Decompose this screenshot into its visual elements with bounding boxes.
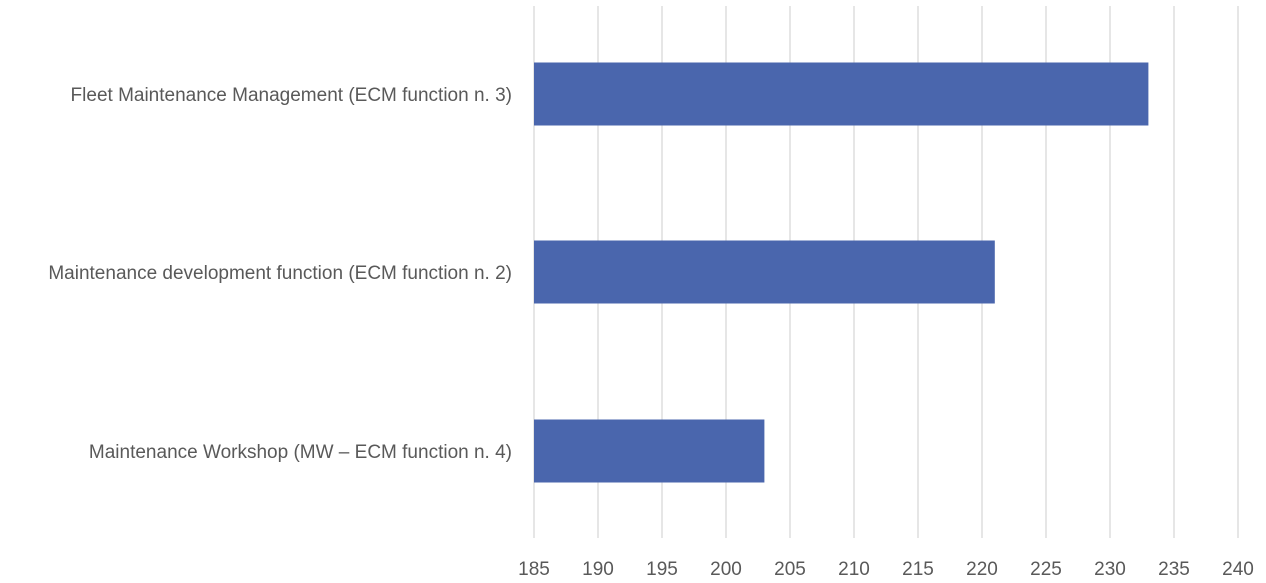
bar-1 — [534, 240, 995, 304]
x-tick-label: 240 — [1222, 559, 1254, 580]
x-tick-label: 205 — [774, 559, 806, 580]
category-labels: Fleet Maintenance Management (ECM functi… — [48, 85, 512, 463]
x-tick-label: 235 — [1158, 559, 1190, 580]
bar-0 — [534, 62, 1149, 126]
category-label: Fleet Maintenance Management (ECM functi… — [71, 85, 512, 106]
bars — [534, 62, 1149, 483]
category-label: Maintenance Workshop (MW – ECM function … — [89, 442, 512, 463]
x-tick-label: 210 — [838, 559, 870, 580]
x-tick-label: 220 — [966, 559, 998, 580]
x-tick-label: 195 — [646, 559, 678, 580]
x-axis-tick-labels: 185 190 195 200 205 210 215 220 225 230 235 240 — [518, 559, 1254, 580]
x-tick-label: 200 — [710, 559, 742, 580]
x-tick-label: 225 — [1030, 559, 1062, 580]
x-tick-label: 190 — [582, 559, 614, 580]
category-label: Maintenance development function (ECM fu… — [48, 263, 512, 284]
bar-2 — [534, 419, 765, 483]
x-tick-label: 185 — [518, 559, 550, 580]
x-tick-label: 230 — [1094, 559, 1126, 580]
x-tick-label: 215 — [902, 559, 934, 580]
